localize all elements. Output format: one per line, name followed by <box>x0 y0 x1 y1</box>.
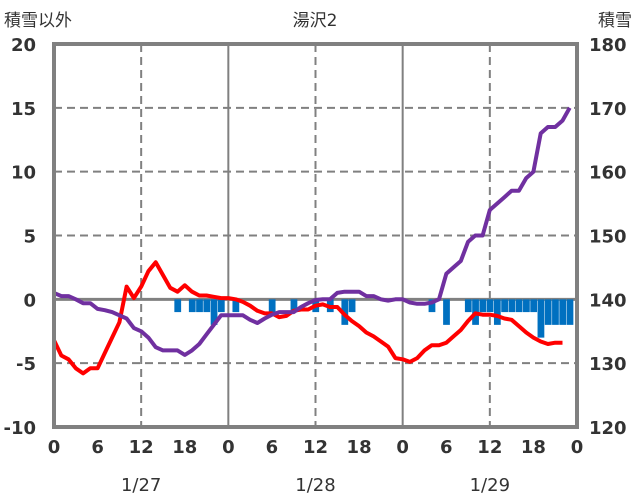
y2-tick-label: 180 <box>589 35 627 56</box>
y-tick-label: -5 <box>16 354 36 375</box>
y2-tick-label: 170 <box>589 99 627 120</box>
bar <box>217 299 225 313</box>
bar <box>493 299 501 325</box>
x-tick-label: 0 <box>571 437 584 458</box>
x-tick-label: 12 <box>129 437 154 458</box>
bar <box>501 299 508 313</box>
bar <box>530 299 538 313</box>
x-tick-label: 18 <box>172 437 197 458</box>
bar <box>464 299 472 313</box>
bar <box>196 299 203 313</box>
date-label: 1/27 <box>121 475 161 496</box>
bar <box>566 299 574 325</box>
bar <box>508 299 516 313</box>
x-tick-label: 6 <box>266 437 279 458</box>
y2-tick-label: 150 <box>589 227 627 248</box>
y-tick-label: 20 <box>11 35 36 56</box>
x-tick-label: 12 <box>477 437 502 458</box>
x-tick-label: 0 <box>48 437 61 458</box>
x-tick-label: 0 <box>222 437 235 458</box>
y-tick-label: 0 <box>23 290 36 311</box>
bar <box>486 299 494 313</box>
bar <box>443 299 450 325</box>
bar <box>174 299 182 313</box>
plot-frame <box>52 42 579 429</box>
x-tick-label: 0 <box>396 437 409 458</box>
x-tick-label: 18 <box>347 437 372 458</box>
bar <box>537 299 545 338</box>
x-tick-label: 6 <box>91 437 104 458</box>
x-tick-label: 12 <box>303 437 328 458</box>
bar <box>515 299 523 313</box>
chart-title: 湯沢2 <box>293 11 338 31</box>
snow-depth-line <box>53 106 572 357</box>
y2-tick-label: 160 <box>589 163 627 184</box>
x-tick-label: 6 <box>440 437 453 458</box>
bar <box>290 299 298 313</box>
y2-tick-label: 140 <box>589 290 627 311</box>
bar <box>210 299 218 325</box>
bar <box>268 299 276 313</box>
bar <box>552 299 559 325</box>
bar <box>544 299 552 325</box>
y-tick-label: 15 <box>11 99 36 120</box>
bar <box>428 299 436 313</box>
date-label: 1/28 <box>295 475 335 496</box>
y2-tick-label: 120 <box>589 418 627 439</box>
y-tick-label: 10 <box>11 163 36 184</box>
y-tick-label: 5 <box>23 227 36 248</box>
x-tick-label: 18 <box>521 437 546 458</box>
bar <box>559 299 567 325</box>
bar <box>188 299 196 313</box>
bar <box>523 299 530 313</box>
bar <box>348 299 356 313</box>
date-label: 1/29 <box>470 475 510 496</box>
bar <box>479 299 487 313</box>
y2-axis-label: 積雪 <box>598 11 632 31</box>
y-tick-label: -10 <box>3 418 36 439</box>
bar <box>203 299 211 313</box>
line-series <box>52 106 572 376</box>
grid <box>54 44 577 427</box>
y2-tick-label: 130 <box>589 354 627 375</box>
other-line <box>52 260 563 376</box>
bar-series <box>174 299 574 338</box>
bar <box>232 299 240 313</box>
y-axis-label: 積雪以外 <box>4 11 72 31</box>
